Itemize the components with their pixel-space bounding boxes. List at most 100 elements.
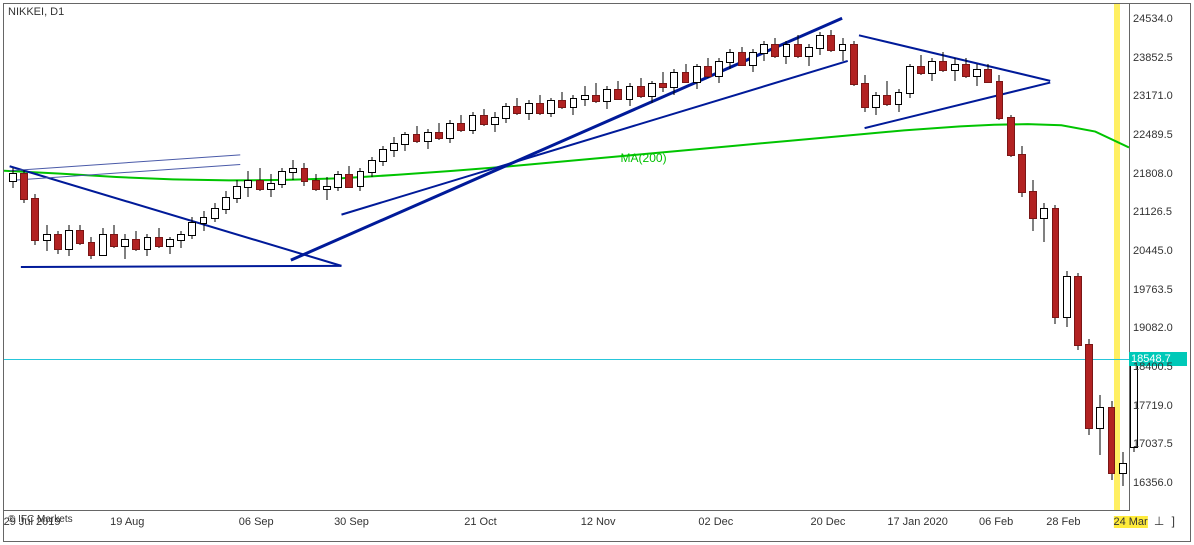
candle[interactable] <box>1040 203 1048 243</box>
candle[interactable] <box>480 109 488 126</box>
candle[interactable] <box>435 123 443 140</box>
candle[interactable] <box>121 234 129 260</box>
candle[interactable] <box>424 129 432 149</box>
candle[interactable] <box>816 32 824 55</box>
candle[interactable] <box>771 38 779 58</box>
candle[interactable] <box>446 120 454 143</box>
candle[interactable] <box>413 126 421 143</box>
candle[interactable] <box>200 211 208 231</box>
candle[interactable] <box>1052 205 1060 324</box>
candle[interactable] <box>323 177 331 200</box>
candle[interactable] <box>188 217 196 240</box>
candle[interactable] <box>558 92 566 109</box>
candle[interactable] <box>457 115 465 132</box>
candle[interactable] <box>827 30 835 53</box>
candle[interactable] <box>20 170 28 202</box>
candle[interactable] <box>996 75 1004 120</box>
candle[interactable] <box>132 231 140 251</box>
candle[interactable] <box>861 75 869 112</box>
candle[interactable] <box>682 64 690 84</box>
candle[interactable] <box>805 44 813 67</box>
candle[interactable] <box>211 203 219 223</box>
candle[interactable] <box>513 98 521 115</box>
candle[interactable] <box>525 100 533 120</box>
candle[interactable] <box>939 52 947 72</box>
candle[interactable] <box>637 78 645 98</box>
candle[interactable] <box>9 168 17 188</box>
candle[interactable] <box>1074 273 1082 350</box>
candle[interactable] <box>648 81 656 104</box>
candle[interactable] <box>839 38 847 61</box>
candle[interactable] <box>1029 180 1037 231</box>
candle[interactable] <box>1096 395 1104 455</box>
candle[interactable] <box>99 228 107 256</box>
candle[interactable] <box>704 58 712 78</box>
candle[interactable] <box>1007 115 1015 158</box>
candle[interactable] <box>1085 339 1093 435</box>
candle[interactable] <box>267 174 275 197</box>
candle[interactable] <box>726 49 734 69</box>
candle[interactable] <box>401 132 409 152</box>
candle[interactable] <box>345 166 353 189</box>
candle[interactable] <box>144 234 152 257</box>
candle[interactable] <box>794 35 802 58</box>
candle[interactable] <box>88 237 96 260</box>
candle[interactable] <box>65 225 73 256</box>
candle[interactable] <box>301 163 309 186</box>
candle[interactable] <box>749 49 757 72</box>
candle[interactable] <box>1108 401 1116 480</box>
candle[interactable] <box>973 64 981 87</box>
candle[interactable] <box>570 95 578 115</box>
candle[interactable] <box>278 168 286 188</box>
candle[interactable] <box>76 225 84 245</box>
candle[interactable] <box>693 64 701 90</box>
candle[interactable] <box>659 72 667 92</box>
candle[interactable] <box>670 69 678 95</box>
candle[interactable] <box>256 168 264 191</box>
candle[interactable] <box>895 89 903 112</box>
candle[interactable] <box>581 86 589 106</box>
candle[interactable] <box>502 103 510 123</box>
candle[interactable] <box>984 64 992 84</box>
candle[interactable] <box>368 157 376 177</box>
candle[interactable] <box>155 228 163 248</box>
candle[interactable] <box>334 171 342 191</box>
candle[interactable] <box>603 86 611 109</box>
candle[interactable] <box>289 160 297 180</box>
candle[interactable] <box>962 58 970 78</box>
candle[interactable] <box>715 58 723 84</box>
candle[interactable] <box>917 55 925 75</box>
candle[interactable] <box>1018 146 1026 197</box>
candle[interactable] <box>951 58 959 81</box>
candle[interactable] <box>738 47 746 67</box>
candle[interactable] <box>760 41 768 61</box>
candle[interactable] <box>244 171 252 197</box>
candle[interactable] <box>1063 271 1071 328</box>
candle[interactable] <box>592 83 600 103</box>
candle[interactable] <box>547 98 555 118</box>
candle[interactable] <box>850 41 858 86</box>
candle[interactable] <box>614 81 622 101</box>
candle[interactable] <box>469 112 477 135</box>
candle[interactable] <box>928 58 936 81</box>
candle[interactable] <box>177 231 185 248</box>
candle[interactable] <box>626 83 634 106</box>
candle[interactable] <box>233 180 241 203</box>
candle[interactable] <box>54 231 62 254</box>
candle[interactable] <box>357 168 365 191</box>
candle[interactable] <box>883 81 891 107</box>
candle[interactable] <box>872 92 880 115</box>
candle[interactable] <box>312 174 320 191</box>
candle[interactable] <box>31 194 39 245</box>
candle[interactable] <box>379 146 387 166</box>
candle[interactable] <box>1119 452 1127 486</box>
candle[interactable] <box>491 112 499 132</box>
candle[interactable] <box>906 64 914 98</box>
candle[interactable] <box>783 41 791 64</box>
candle[interactable] <box>43 225 51 251</box>
candle-chart[interactable]: NIKKEI, D1 MA(200) 18548.7 [ ⊥ ] 24534.0… <box>4 4 1130 511</box>
candle[interactable] <box>536 95 544 115</box>
candle[interactable] <box>390 137 398 157</box>
candle[interactable] <box>166 237 174 254</box>
candle[interactable] <box>222 191 230 214</box>
